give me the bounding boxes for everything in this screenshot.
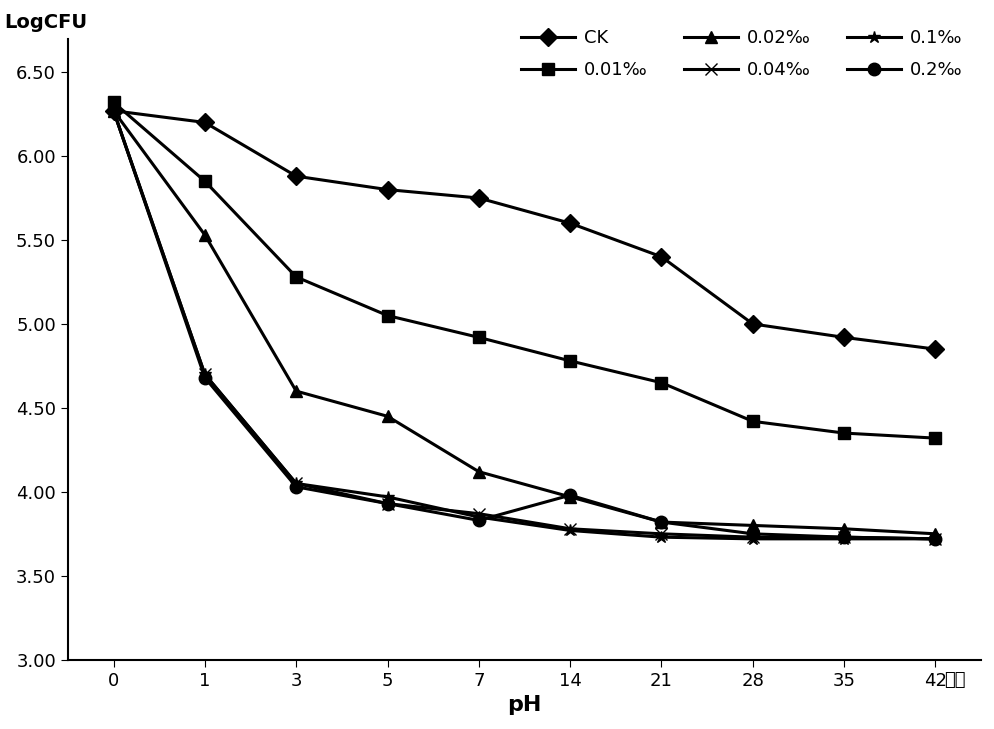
0.1‰: [837, 534, 849, 543]
0.1‰: [472, 512, 484, 521]
0.04‰: [107, 106, 119, 115]
0.2‰: [472, 516, 484, 525]
0.04‰: [290, 479, 302, 488]
0.01‰: [564, 356, 576, 365]
0.02‰: [290, 386, 302, 395]
0.04‰: [655, 529, 667, 538]
0.02‰: [381, 412, 393, 421]
CK: [472, 194, 484, 203]
0.01‰: [107, 98, 119, 106]
0.1‰: [564, 526, 576, 535]
0.2‰: [746, 529, 758, 538]
Line: 0.01‰: 0.01‰: [107, 96, 940, 445]
Line: 0.1‰: 0.1‰: [107, 104, 940, 545]
CK: [290, 172, 302, 181]
0.1‰: [107, 106, 119, 115]
CK: [564, 219, 576, 227]
0.04‰: [746, 533, 758, 542]
0.2‰: [837, 533, 849, 542]
0.04‰: [564, 524, 576, 533]
CK: [107, 106, 119, 115]
0.01‰: [199, 177, 211, 186]
0.2‰: [381, 499, 393, 508]
0.2‰: [290, 483, 302, 491]
0.04‰: [837, 533, 849, 542]
0.04‰: [472, 510, 484, 518]
0.02‰: [746, 521, 758, 530]
X-axis label: pH: pH: [507, 695, 541, 715]
0.01‰: [837, 429, 849, 437]
Legend: CK, 0.01‰, 0.02‰, 0.04‰, 0.1‰, 0.2‰: CK, 0.01‰, 0.02‰, 0.04‰, 0.1‰, 0.2‰: [521, 29, 962, 79]
0.2‰: [564, 491, 576, 499]
0.2‰: [928, 534, 940, 543]
Text: LogCFU: LogCFU: [4, 13, 87, 32]
Line: 0.04‰: 0.04‰: [107, 104, 940, 545]
0.2‰: [107, 106, 119, 115]
0.02‰: [655, 518, 667, 526]
Line: 0.2‰: 0.2‰: [107, 104, 940, 545]
0.04‰: [381, 499, 393, 508]
0.1‰: [381, 493, 393, 502]
0.04‰: [199, 370, 211, 378]
CK: [928, 345, 940, 354]
Line: 0.02‰: 0.02‰: [107, 104, 940, 540]
0.01‰: [290, 273, 302, 281]
0.02‰: [837, 524, 849, 533]
0.1‰: [928, 534, 940, 543]
0.01‰: [746, 417, 758, 426]
Text: 天数: 天数: [942, 671, 964, 689]
CK: [746, 319, 758, 328]
0.1‰: [199, 370, 211, 378]
0.02‰: [472, 467, 484, 476]
CK: [199, 118, 211, 127]
0.1‰: [290, 479, 302, 488]
0.02‰: [564, 493, 576, 502]
CK: [837, 333, 849, 342]
0.01‰: [472, 333, 484, 342]
0.01‰: [928, 434, 940, 443]
0.02‰: [107, 106, 119, 115]
0.1‰: [655, 533, 667, 542]
0.2‰: [655, 518, 667, 526]
0.01‰: [655, 378, 667, 387]
0.04‰: [928, 534, 940, 543]
CK: [655, 252, 667, 261]
0.02‰: [199, 230, 211, 239]
0.01‰: [381, 311, 393, 320]
CK: [381, 185, 393, 194]
0.1‰: [746, 534, 758, 543]
0.2‰: [199, 373, 211, 382]
0.02‰: [928, 529, 940, 538]
Line: CK: CK: [107, 104, 940, 355]
